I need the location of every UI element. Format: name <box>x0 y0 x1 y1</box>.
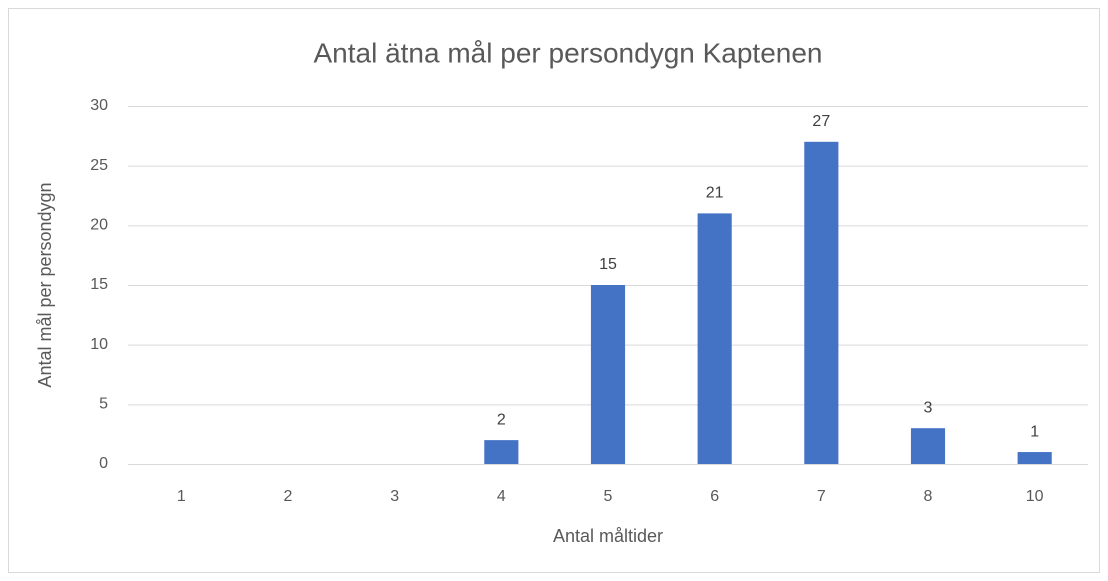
bar <box>697 213 732 464</box>
data-label: 15 <box>599 256 617 273</box>
x-tick-label: 6 <box>710 488 719 505</box>
y-tick-label: 10 <box>90 336 108 353</box>
y-tick-label: 25 <box>90 157 108 174</box>
chart-border <box>8 8 1100 573</box>
y-tick-label: 30 <box>90 97 108 114</box>
bar <box>590 285 626 464</box>
bar <box>484 440 519 464</box>
x-tick-label: 4 <box>497 488 506 505</box>
y-axis-title: Antal mål per persondygn <box>35 182 55 387</box>
data-label: 3 <box>924 399 933 416</box>
y-tick-label: 5 <box>99 396 108 413</box>
x-tick-label: 8 <box>924 488 933 505</box>
x-tick-label: 10 <box>1026 488 1044 505</box>
y-tick-label: 15 <box>90 276 108 293</box>
bar <box>1017 452 1052 464</box>
data-label: 27 <box>812 113 830 130</box>
data-label: 1 <box>1030 423 1039 440</box>
x-tick-label: 1 <box>177 488 186 505</box>
bar <box>804 141 839 465</box>
chart-title: Antal ätna mål per persondygn Kaptenen <box>313 37 822 68</box>
x-tick-label: 2 <box>284 488 293 505</box>
x-axis-title: Antal måltider <box>553 526 663 546</box>
x-tick-label: 5 <box>604 488 613 505</box>
data-label: 2 <box>497 411 506 428</box>
data-label: 21 <box>706 185 724 202</box>
y-tick-label: 20 <box>90 217 108 234</box>
bar <box>910 428 946 464</box>
y-tick-label: 0 <box>99 455 108 472</box>
x-tick-label: 7 <box>817 488 826 505</box>
x-tick-label: 3 <box>390 488 399 505</box>
